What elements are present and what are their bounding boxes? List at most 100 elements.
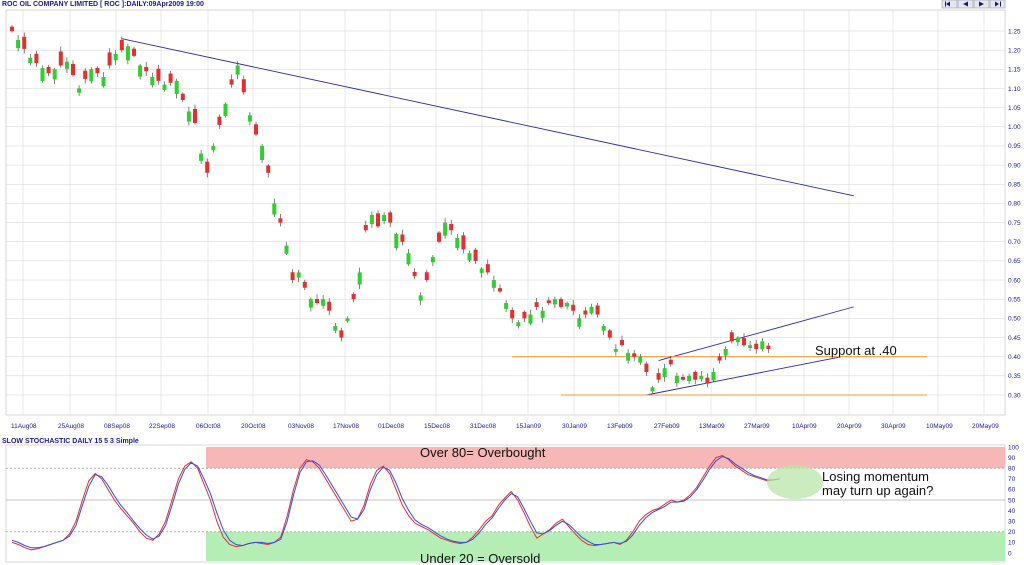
candle-body [644,363,649,373]
price-y-tick: 0.95 [1008,143,1021,150]
stochastic-k-line [11,454,781,551]
candle-body [748,345,753,348]
candle-body [577,318,582,327]
candle-body [186,111,191,122]
price-y-tick: 1.10 [1008,86,1021,93]
candle-body [34,53,39,63]
candle-body [302,281,307,288]
candle-body [125,46,130,61]
price-y-tick: 0.60 [1008,277,1021,284]
candle-body [284,245,289,254]
oversold-label: Under 20 = Oversold [420,551,540,565]
candle-body [247,115,252,122]
candle-body [296,272,301,278]
candle-body [58,51,63,66]
candle-body [662,368,667,378]
candle-body [449,224,454,231]
price-x-tick: 27Feb09 [654,423,680,430]
candle-body [534,302,539,307]
stochastic-y-tick: 80 [1008,466,1016,473]
candle-body [498,288,502,292]
next-icon[interactable] [973,0,990,9]
candle-body [473,249,478,261]
momentum-highlight [767,465,823,499]
candle-body [571,304,576,311]
candle-body [394,234,399,249]
candle-body [455,237,460,249]
candle-body [28,57,33,64]
candle-body [46,66,51,74]
momentum-annotation-line1: Losing momentum [822,469,929,484]
navigation-buttons [941,0,1006,9]
price-chart-title: ROC OIL COMPANY LIMITED [ ROC ]:DAILY:09… [2,1,204,8]
candle-body [729,332,734,342]
candle-body [485,264,490,273]
stochastic-y-tick: 20 [1008,529,1016,536]
price-y-tick: 0.65 [1008,258,1021,265]
candle-body [217,116,222,125]
candle-body [424,272,429,281]
candle-body [351,293,356,300]
price-x-tick: 11Aug08 [11,423,37,430]
overbought-label: Over 80= Overbought [420,445,546,460]
price-y-tick: 0.40 [1008,354,1021,361]
candle-body [595,305,600,315]
candle-body [406,253,411,265]
candle-body [180,93,185,100]
candle-body [388,212,393,223]
stochastic-y-tick: 30 [1008,519,1016,526]
price-x-tick: 20Apr09 [837,423,862,430]
price-y-tick: 1.25 [1008,28,1021,35]
price-x-tick: 20Oct08 [241,423,266,430]
candle-body [254,124,258,135]
price-x-tick: 20May09 [972,423,999,430]
candle-body [77,88,82,93]
candle-body [101,76,106,87]
candle-body [626,352,631,361]
candle-body [205,161,210,173]
candle-body [754,343,759,350]
candle-body [638,356,643,363]
price-grid [6,10,1005,415]
candle-body [308,299,313,308]
candle-body [681,376,685,380]
candle-body [766,345,771,350]
stochastic-y-tick: 70 [1008,476,1016,483]
stochastic-y-tick: 40 [1008,508,1016,515]
candle-body [132,48,136,56]
candle-body [107,52,112,66]
candle-body [64,61,69,69]
candle-body [272,203,277,215]
candle-body [22,36,27,49]
price-panel: 1.25 1.20 1.15 1.10 1.05 1.00 0.95 0.90 0.85 0.80… [2,1,1021,430]
price-x-tick: 01Dec08 [378,423,404,430]
price-x-tick: 17Nov08 [333,423,359,430]
candle-body [467,253,472,261]
prev-icon[interactable] [957,0,974,9]
price-x-tick: 13Feb09 [607,423,633,430]
candle-body [735,337,740,343]
candle-body [119,40,124,51]
candle-body [144,66,149,72]
candle-body [620,339,624,346]
candle-body [650,387,655,392]
candle-body [260,145,265,160]
candle-body [71,63,75,76]
last-icon[interactable] [989,0,1006,9]
stochastic-y-tick: 50 [1008,497,1016,504]
price-x-tick: 08Sep08 [104,423,130,430]
candle-body [504,303,509,309]
candle-body [632,353,637,357]
trend-line-downtrend [121,38,854,197]
first-icon[interactable] [941,0,958,9]
candle-body [40,68,45,82]
price-x-axis: 11Aug08 25Aug08 08Sep08 22Sep08 06Oct08 20Oct… [11,423,999,430]
candle-body [528,314,533,324]
price-x-tick: 27Mar09 [744,423,770,430]
candle-body [760,341,765,350]
candle-body [430,257,435,263]
support-annotation: Support at .40 [815,343,897,358]
candle-body [138,65,143,77]
